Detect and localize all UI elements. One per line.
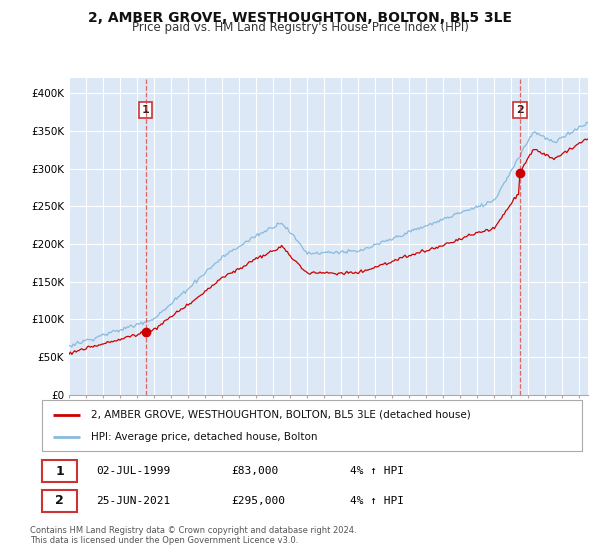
Text: 4% ↑ HPI: 4% ↑ HPI	[350, 496, 404, 506]
Text: 1: 1	[55, 465, 64, 478]
Text: 1: 1	[142, 105, 149, 115]
Text: 02-JUL-1999: 02-JUL-1999	[96, 466, 170, 476]
Text: 2: 2	[516, 105, 524, 115]
Text: Price paid vs. HM Land Registry's House Price Index (HPI): Price paid vs. HM Land Registry's House …	[131, 21, 469, 34]
Text: £83,000: £83,000	[231, 466, 278, 476]
Text: HPI: Average price, detached house, Bolton: HPI: Average price, detached house, Bolt…	[91, 432, 317, 442]
Text: Contains HM Land Registry data © Crown copyright and database right 2024.: Contains HM Land Registry data © Crown c…	[30, 526, 356, 535]
Text: 2, AMBER GROVE, WESTHOUGHTON, BOLTON, BL5 3LE (detached house): 2, AMBER GROVE, WESTHOUGHTON, BOLTON, BL…	[91, 409, 470, 419]
Text: 25-JUN-2021: 25-JUN-2021	[96, 496, 170, 506]
FancyBboxPatch shape	[42, 460, 77, 482]
Text: This data is licensed under the Open Government Licence v3.0.: This data is licensed under the Open Gov…	[30, 536, 298, 545]
Text: £295,000: £295,000	[231, 496, 285, 506]
Text: 2, AMBER GROVE, WESTHOUGHTON, BOLTON, BL5 3LE: 2, AMBER GROVE, WESTHOUGHTON, BOLTON, BL…	[88, 11, 512, 25]
Text: 4% ↑ HPI: 4% ↑ HPI	[350, 466, 404, 476]
Text: 2: 2	[55, 494, 64, 507]
FancyBboxPatch shape	[42, 400, 582, 451]
FancyBboxPatch shape	[42, 489, 77, 512]
